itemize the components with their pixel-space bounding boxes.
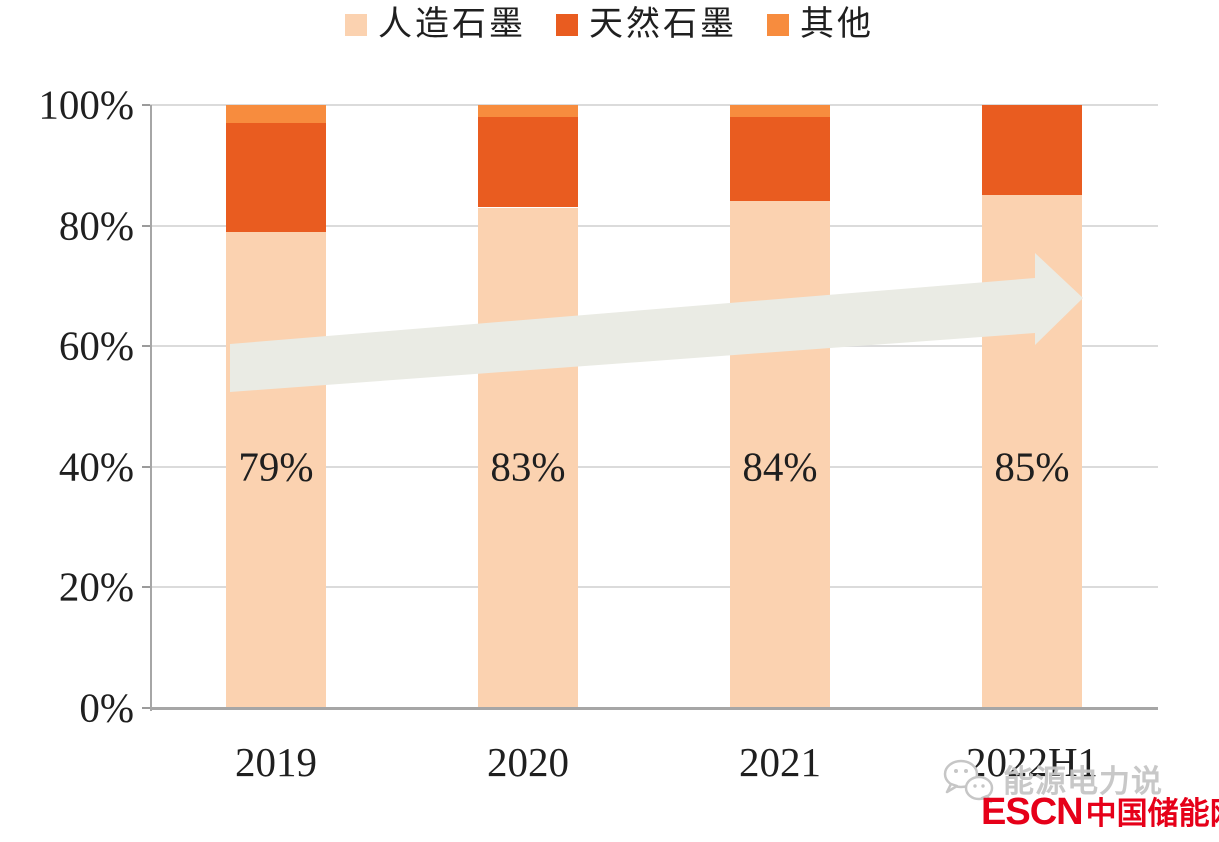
y-axis-label: 60%: [58, 322, 134, 369]
legend-item: 其他: [767, 8, 874, 42]
gridline: [150, 586, 1158, 589]
logo-site-text: 中国储能网: [1085, 796, 1219, 831]
y-axis-label: 0%: [79, 684, 134, 731]
bar-value-label: 79%: [238, 443, 314, 490]
bar-value-label: 85%: [994, 443, 1070, 490]
legend-swatch: [767, 14, 789, 36]
legend-item: 天然石墨: [556, 8, 737, 42]
bar-segment-天然石墨: [478, 117, 578, 208]
bar-value-label: 84%: [742, 443, 818, 490]
y-axis-tick: [142, 707, 150, 709]
bar-segment-天然石墨: [226, 123, 326, 232]
legend-swatch: [556, 14, 578, 36]
legend-label: 其他: [800, 6, 874, 43]
y-axis-label: 100%: [38, 81, 134, 128]
x-axis-label: 2021: [739, 739, 821, 785]
y-axis-label: 80%: [58, 202, 134, 249]
logo-escn-text: ESCN: [981, 791, 1084, 833]
bar-segment-其他: [226, 105, 326, 124]
legend-swatch: [345, 14, 367, 36]
legend-item: 人造石墨: [345, 8, 526, 42]
y-axis-tick: [142, 224, 150, 227]
wechat-bubbles-icon: [943, 759, 994, 804]
bar-segment-其他: [730, 105, 830, 118]
gridline: [150, 465, 1158, 468]
x-axis-label: 2019: [235, 739, 317, 785]
x-axis-label: 2020: [487, 739, 569, 785]
bar-segment-其他: [478, 105, 578, 118]
x-axis-line: [150, 707, 1158, 710]
gridline: [150, 224, 1158, 227]
y-axis-tick: [142, 586, 150, 589]
y-axis-label: 20%: [58, 563, 134, 610]
legend: 人造石墨 天然石墨 其他: [0, 8, 1219, 42]
y-axis-tick: [142, 104, 150, 106]
watermark: 能源电力说: [941, 758, 1163, 804]
y-axis-label: 40%: [58, 443, 134, 490]
y-axis-line: [150, 105, 152, 711]
y-axis-tick: [142, 465, 150, 468]
bar-segment-天然石墨: [730, 117, 830, 202]
y-axis-tick: [142, 345, 150, 348]
legend-label: 天然石墨: [589, 6, 737, 43]
escn-logo: ESCN 中国储能网: [981, 793, 1219, 831]
gridline: [150, 104, 1158, 106]
x-axis-label: 2022H1: [965, 739, 1099, 785]
bar-segment-天然石墨: [982, 105, 1082, 196]
bar-value-label: 83%: [490, 443, 566, 490]
legend-label: 人造石墨: [378, 6, 526, 43]
watermark-text: 能源电力说: [1003, 763, 1163, 799]
